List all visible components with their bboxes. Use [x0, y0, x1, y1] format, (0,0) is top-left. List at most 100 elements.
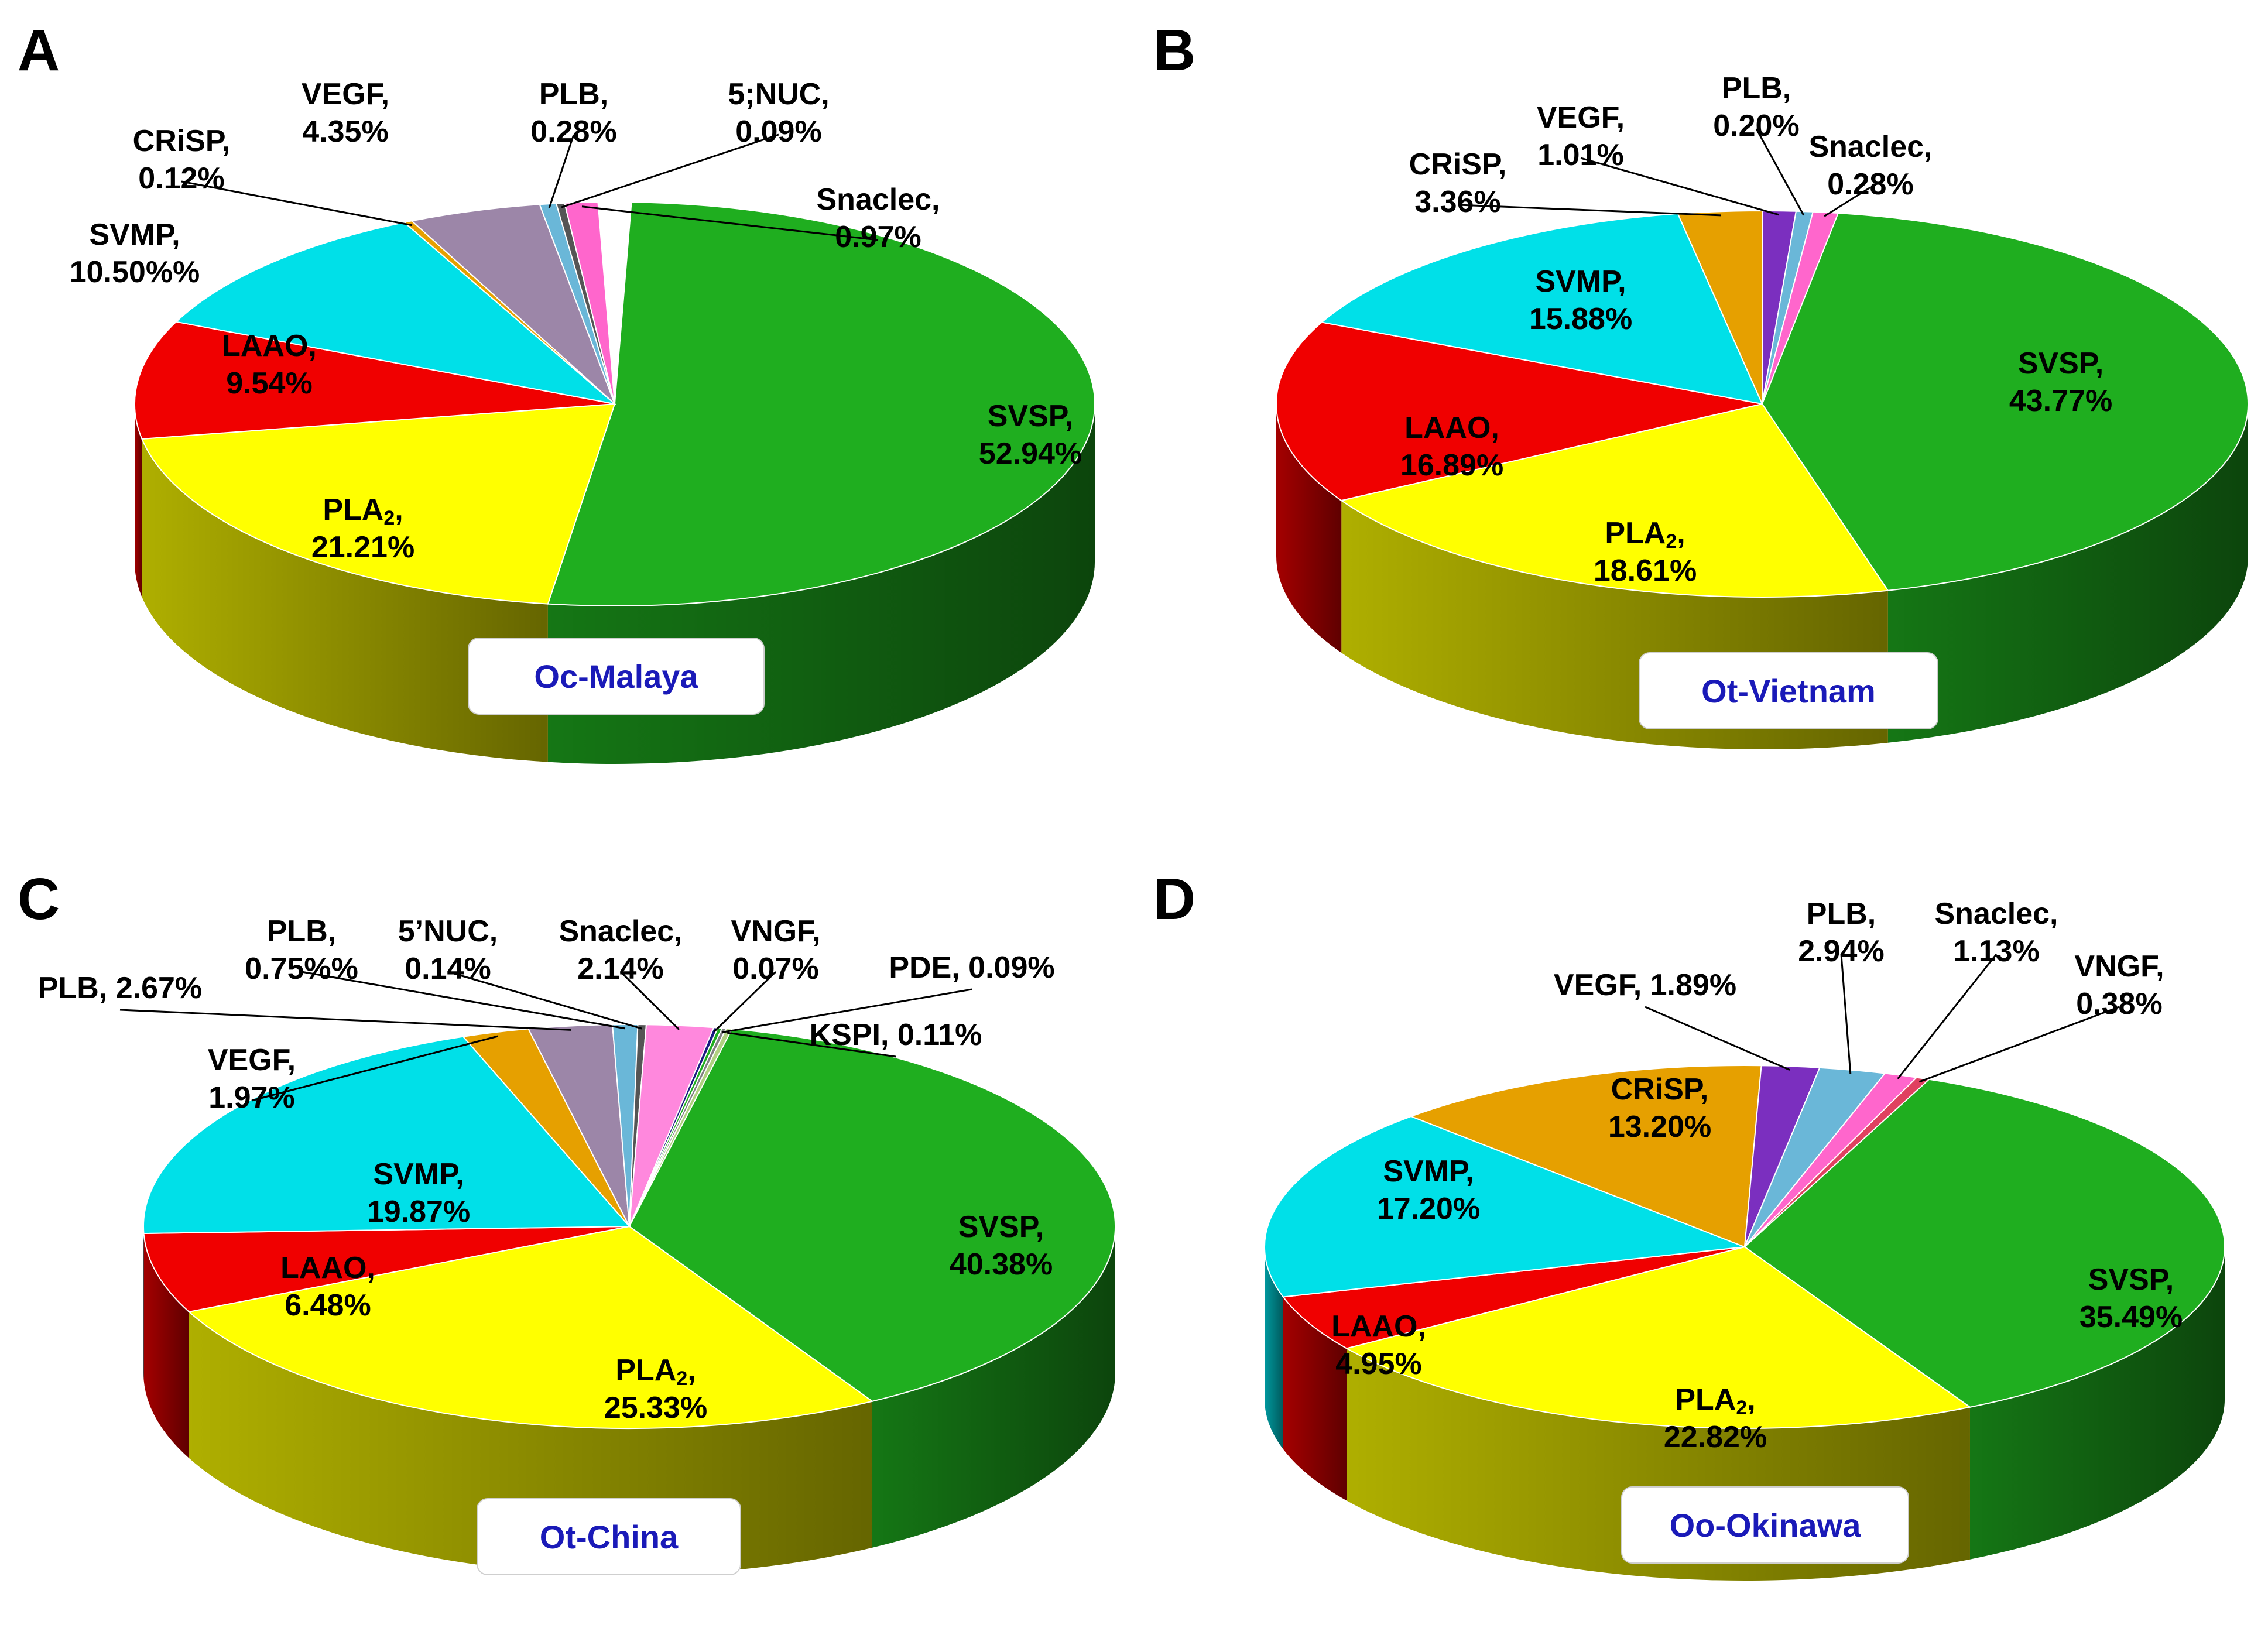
label-pla2-1: 21.21%	[311, 530, 414, 564]
pie-panel-b: SVSP,43.77%PLA2,18.61%LAAO,16.89%SVMP,15…	[1153, 18, 2249, 749]
leader-plb	[1755, 128, 1805, 216]
leader-crisp	[181, 180, 413, 227]
label-svmp-1: 10.50%%	[70, 255, 200, 289]
label-svmp-1: 19.87%	[367, 1195, 470, 1229]
slice-laao	[134, 321, 615, 440]
slice-vngf	[1744, 1077, 1931, 1247]
leader-vegf	[1645, 1006, 1790, 1071]
label-5-nuc-1: 0.09%	[735, 115, 821, 149]
label-svsp-0: SVSP,	[2088, 1263, 2174, 1297]
label-vegf-1: 4.35%	[302, 115, 388, 149]
label-snaclec-0: Snaclec,	[559, 914, 682, 948]
slice-pla2	[1339, 403, 1889, 598]
slice-svsp	[547, 201, 1096, 606]
slice-pla2	[187, 1225, 874, 1429]
leader-snaclec	[1824, 186, 1871, 217]
slice-snaclec	[564, 201, 615, 405]
label-pde-0: PDE, 0.09%	[889, 951, 1054, 985]
side-shade-laao	[1276, 404, 1342, 653]
label-crisp-0: CRiSP,	[133, 124, 231, 158]
slice-laao	[143, 1226, 630, 1312]
leader-snaclec	[581, 205, 879, 241]
label-plb-1: 0.28%	[530, 115, 616, 149]
label-vegf-0: VEGF,	[208, 1043, 296, 1077]
label-plb-0: PLB,	[539, 77, 608, 111]
slice-svmp	[174, 221, 617, 405]
leader-vngf	[1918, 1006, 2120, 1083]
side-shade-laao	[135, 404, 142, 597]
region-title: Ot-Vietnam	[1701, 673, 1876, 710]
slice-svsp	[1743, 1078, 2225, 1408]
leader-vngf	[713, 971, 777, 1033]
label-svsp-1: 35.49%	[2079, 1300, 2183, 1334]
leader-vegf	[1580, 157, 1779, 216]
label-plb-0: PLB,	[1807, 897, 1876, 931]
label-vegf-0: VEGF, 1.89%	[1554, 968, 1736, 1002]
slice-svmp	[1320, 213, 1763, 405]
label-snaclec-1: 2.14%	[577, 952, 663, 986]
label-pla2-0: PLA2,	[323, 493, 403, 529]
label-plb-0: PLB, 2.67%	[38, 971, 202, 1005]
leader-5-nuc	[447, 971, 642, 1030]
label-crisp-0: CRiSP,	[1409, 148, 1507, 181]
label-crisp-1: 13.20%	[1608, 1110, 1711, 1144]
slice-laao	[1276, 321, 1763, 502]
side-shade-svsp	[1969, 1247, 2225, 1560]
pie-panel-a: SVSP, 52.94% PLA2,21.21% LAAO,9.54% SVMP,10.…	[18, 18, 1096, 764]
label-svsp-1: 43.77%	[2009, 384, 2112, 418]
label-laao-0: LAAO,	[222, 329, 317, 363]
slice-kspi	[629, 1027, 733, 1227]
region-box	[468, 638, 765, 715]
panel-letter: A	[18, 18, 60, 83]
label-plb-1: 2.94%	[1798, 934, 1884, 968]
label-snaclec-1: 0.28%	[1827, 167, 1913, 201]
slice-svmp	[1264, 1115, 1745, 1298]
label-vngf-1: 0.07%	[732, 952, 818, 986]
side-shade-svmp	[143, 1226, 144, 1380]
label-svsp-0: SVSP,	[2018, 347, 2103, 381]
label-vegf-0: VEGF,	[1537, 101, 1625, 135]
slice-vegf	[410, 204, 615, 405]
label-snaclec-0: Snaclec,	[816, 183, 940, 217]
pie-top	[143, 1024, 1116, 1429]
label-svsp-1: 52.94%	[979, 437, 1082, 471]
pie-top	[134, 201, 1096, 606]
label-svmp-0: SVMP,	[1535, 265, 1626, 299]
label-snaclec-0: Snaclec,	[1934, 897, 2058, 931]
label-snaclec-0: Snaclec,	[1808, 130, 1932, 164]
leader-plb	[548, 134, 575, 208]
pie-charts: SVSP,52.94%PLA2,21.21%LAAO,9.54%SVMP,10.…	[18, 18, 2249, 1581]
slice-labels: SVSP,35.49%PLA2,22.82%LAAO,4.95%SVMP,17.…	[1331, 897, 2183, 1454]
region-title: Ot-China	[540, 1519, 679, 1555]
pie-top	[1276, 210, 2249, 598]
slice-crisp	[1409, 1065, 1762, 1248]
label-vngf-0: VNGF,	[2074, 950, 2164, 983]
label-laao-0: LAAO,	[280, 1251, 375, 1285]
label-crisp-0: CRiSP,	[1611, 1072, 1709, 1106]
leader-snaclec	[619, 971, 680, 1030]
leader-plb	[119, 1009, 571, 1031]
region-box	[477, 1498, 741, 1575]
label-snaclec-1: 1.13%	[1953, 934, 2039, 968]
label-svsp-0: SVSP,	[958, 1210, 1044, 1244]
leader-plb	[301, 971, 626, 1030]
leader-plb	[1840, 954, 1852, 1074]
slice-labels: SVSP,40.38%PLA2,25.33%LAAO,6.48%SVMP,19.…	[38, 914, 1055, 1425]
label-crisp-1: 0.12%	[138, 162, 224, 196]
slice-svsp	[1761, 211, 2249, 591]
label-laao-1: 4.95%	[1335, 1347, 1421, 1381]
slice-svsp	[628, 1024, 1116, 1402]
side-shade-svmp	[1265, 1247, 1283, 1449]
label-laao-0: LAAO,	[1331, 1310, 1426, 1343]
label-pla2-1: 22.82%	[1664, 1420, 1767, 1454]
label-svmp-0: SVMP,	[89, 218, 180, 252]
label-5-nuc-0: 5’NUC,	[398, 914, 498, 948]
label-vegf-1: 1.97%	[208, 1081, 294, 1115]
label-snaclec-1: 0.97%	[835, 220, 921, 254]
leader-crisp	[1457, 204, 1721, 217]
label-vngf-1: 0.38%	[2076, 987, 2162, 1021]
label-plb-1: 0.75%%	[245, 952, 358, 986]
label-plb-1: 0.20%	[1713, 109, 1799, 143]
slice-pla2	[1345, 1246, 1972, 1429]
